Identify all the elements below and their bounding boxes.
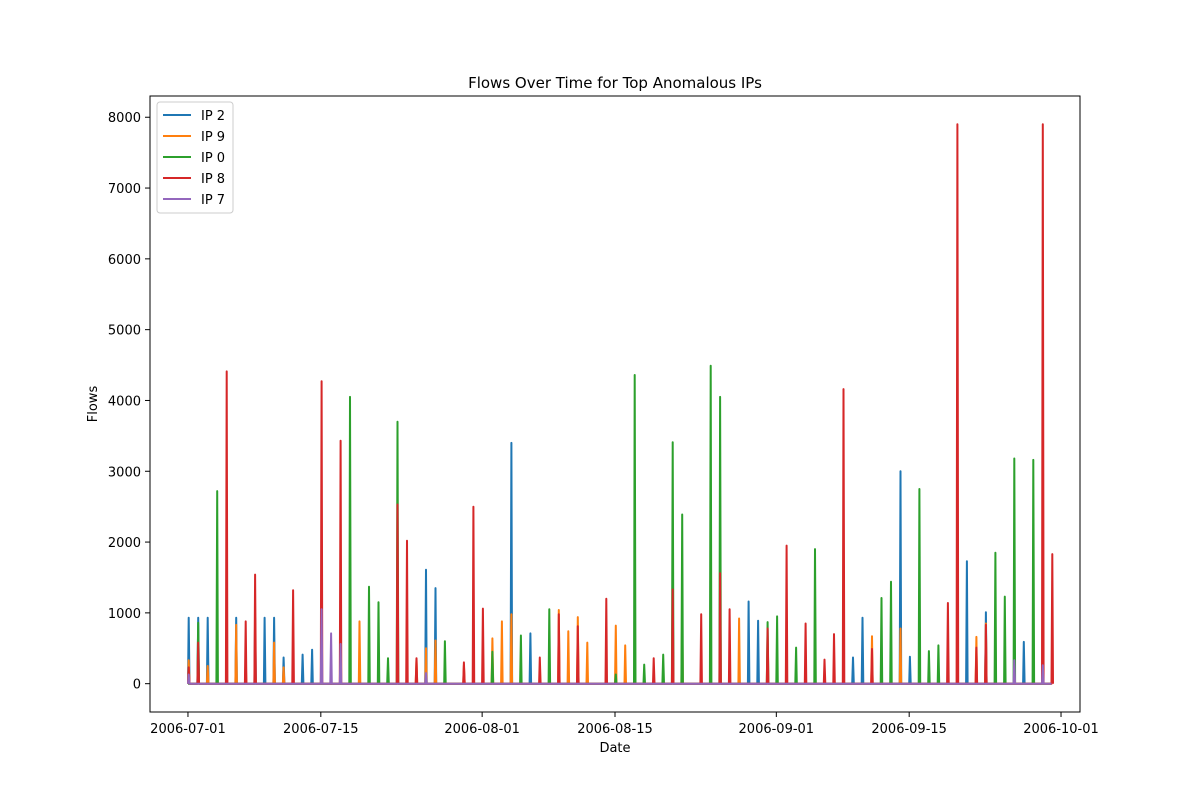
legend-label: IP 7 (201, 193, 225, 208)
x-tick-label: 2006-10-01 (1023, 722, 1099, 737)
legend: IP 2 IP 9 IP 0 IP 8 IP 7 (156, 101, 234, 214)
y-tick-label: 0 (133, 678, 141, 693)
series-line-ip-8 (187, 123, 1054, 685)
x-tick-label: 2006-08-15 (577, 722, 653, 737)
x-axis-label: Date (599, 741, 630, 756)
x-tick-label: 2006-07-01 (150, 722, 226, 737)
y-tick-label: 1000 (108, 607, 141, 622)
y-tick-label: 8000 (108, 111, 141, 126)
x-tick-label: 2006-07-15 (283, 722, 359, 737)
series-line-ip-0 (188, 364, 1052, 685)
legend-label: IP 2 (201, 109, 225, 124)
series-line-ip-7 (187, 608, 1052, 685)
x-tick-label: 2006-08-01 (444, 722, 520, 737)
y-tick-label: 4000 (108, 394, 141, 409)
y-axis: 0 1000 2000 3000 4000 5000 6000 7000 8000 (108, 111, 150, 693)
y-tick-label: 2000 (108, 536, 141, 551)
series-line-ip-9 (187, 609, 1052, 685)
legend-label: IP 8 (201, 172, 225, 187)
y-tick-label: 6000 (108, 253, 141, 268)
legend-box (156, 101, 234, 214)
series-line-ip-2 (187, 441, 1052, 685)
plot-lines (187, 123, 1054, 685)
legend-label: IP 9 (201, 130, 225, 145)
y-axis-label: Flows (86, 386, 101, 423)
chart-title: Flows Over Time for Top Anomalous IPs (468, 74, 762, 92)
legend-label: IP 0 (201, 151, 225, 166)
plot-frame (149, 95, 1081, 713)
x-tick-label: 2006-09-01 (739, 722, 815, 737)
y-tick-label: 3000 (108, 465, 141, 480)
x-axis: 2006-07-01 2006-07-15 2006-08-01 2006-08-15… (150, 712, 1099, 737)
y-tick-label: 7000 (108, 182, 141, 197)
x-tick-label: 2006-09-15 (871, 722, 947, 737)
y-tick-label: 5000 (108, 324, 141, 339)
